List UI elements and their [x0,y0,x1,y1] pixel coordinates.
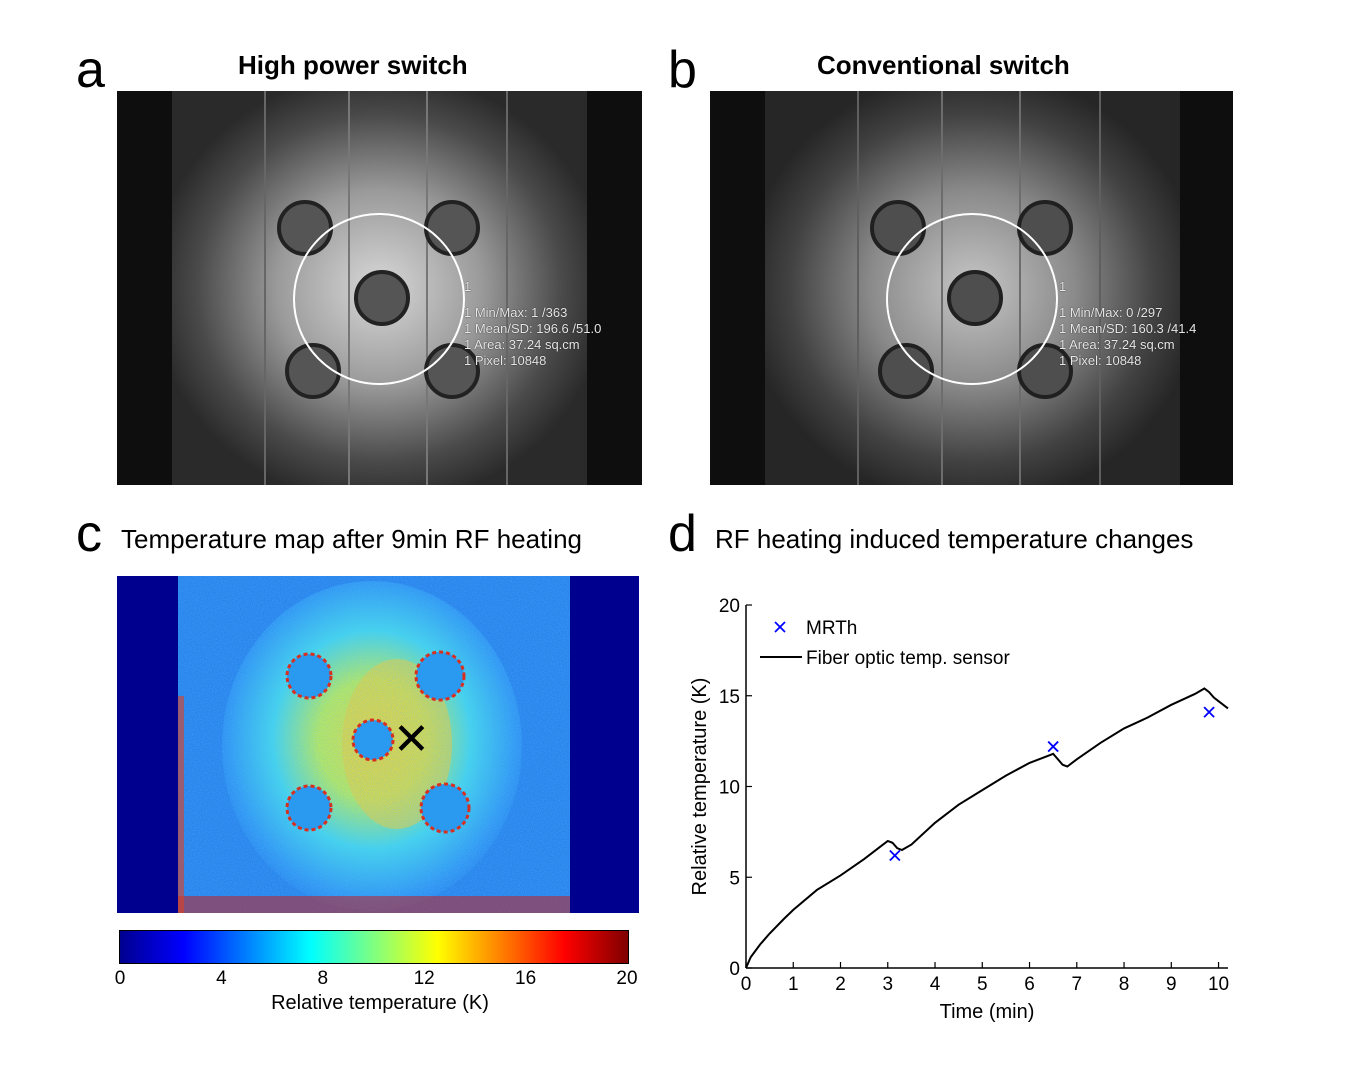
colorbar [119,930,629,964]
x-tick-label: 3 [882,974,893,995]
legend-mrth-label: MRTh [806,618,857,639]
y-tick-label: 20 [719,596,740,617]
panel-a-mri-image: 1 1 Min/Max: 1 /363 1 Mean/SD: 196.6 /51… [117,91,642,485]
mrth-point [1203,706,1215,718]
x-tick-label: 9 [1166,974,1177,995]
panel-a-roi-index: 1 [464,279,472,294]
x-tick-label: 10 [1208,974,1229,995]
panel-b-stat-minmax: 1 Min/Max: 0 /297 [1059,305,1163,320]
legend-fiber-label: Fiber optic temp. sensor [806,648,1010,669]
panel-b-stat-pixel: 1 Pixel: 10848 [1059,353,1142,368]
measurement-point-marker: ✕ [393,715,430,764]
mrth-point [1047,740,1059,753]
y-tick-label: 5 [729,868,740,889]
temperature-map-image [178,576,570,913]
panel-d-title: RF heating induced temperature changes [715,524,1194,554]
colorbar-tick-4: 4 [216,968,227,989]
legend-mrth-marker [774,621,786,633]
colorbar-tick-16: 16 [515,968,537,989]
panel-c-letter: c [76,505,102,563]
colorbar-label: Relative temperature (K) [271,992,489,1014]
panel-b-letter: b [668,41,697,99]
mrth-point [889,849,901,862]
y-tick-label: 10 [719,778,740,799]
panel-d-letter: d [668,505,697,563]
y-tick-label: 0 [729,959,740,980]
x-tick-label: 7 [1071,974,1082,995]
y-axis-label: Relative temperature (K) [689,678,711,896]
colorbar-tick-0: 0 [114,968,126,989]
colorbar-tick-20: 20 [616,968,638,989]
panel-a-stat-mean: 1 Mean/SD: 196.6 /51.0 [464,321,602,336]
panel-b-title: Conventional switch [817,50,1070,80]
colorbar-tick-12: 12 [413,968,435,989]
temperature-map: ✕ [117,576,639,913]
panel-a-stat-pixel: 1 Pixel: 10848 [464,353,547,368]
panel-a-title: High power switch [238,50,468,80]
y-tick-label: 15 [719,687,740,708]
x-tick-label: 4 [930,974,941,995]
x-tick-label: 2 [835,974,846,995]
x-axis-label: Time (min) [940,1001,1035,1023]
panel-a-phantom [117,91,642,485]
fiber-optic-series-line [745,687,1229,969]
panel-b-phantom [710,91,1233,485]
panel-b-stat-area: 1 Area: 37.24 sq.cm [1059,337,1175,352]
x-tick-label: 8 [1119,974,1130,995]
temperature-chart: 0 1 2 3 4 5 6 7 8 9 10 0 5 10 15 20 Time (min) Relative t… [689,596,1229,1023]
x-tick-label: 5 [977,974,988,995]
x-tick-label: 1 [788,974,799,995]
colorbar-tick-8: 8 [317,968,329,989]
x-tick-label: 6 [1024,974,1035,995]
panel-a-stat-minmax: 1 Min/Max: 1 /363 [464,305,568,320]
panel-c-title: Temperature map after 9min RF heating [121,524,582,554]
panel-a-stat-area: 1 Area: 37.24 sq.cm [464,337,580,352]
x-tick-label: 0 [741,974,752,995]
panel-b-mri-image: 1 1 Min/Max: 0 /297 1 Mean/SD: 160.3 /41… [710,91,1233,485]
panel-b-stat-mean: 1 Mean/SD: 160.3 /41.4 [1059,321,1197,336]
panel-a-letter: a [76,41,105,99]
panel-b-roi-index: 1 [1059,279,1067,294]
